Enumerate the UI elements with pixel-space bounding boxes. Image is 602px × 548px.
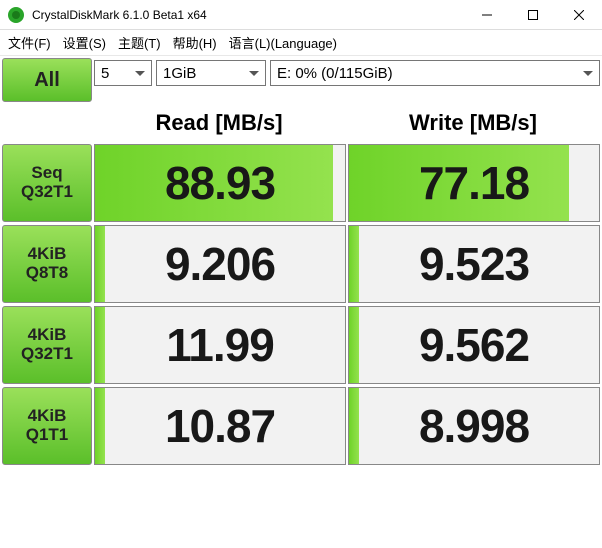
benchmark-row: 4KiBQ1T1 10.87 8.998 [2, 387, 600, 465]
test-label-1: 4KiB [28, 407, 67, 426]
write-value: 77.18 [419, 156, 529, 210]
size-select[interactable]: 1GiB [156, 60, 266, 86]
test-label-2: Q32T1 [21, 183, 73, 202]
titlebar: CrystalDiskMark 6.1.0 Beta1 x64 [0, 0, 602, 30]
read-bar [95, 388, 105, 464]
benchmark-row: 4KiBQ8T8 9.206 9.523 [2, 225, 600, 303]
read-cell: 88.93 [94, 144, 346, 222]
menu-file[interactable]: 文件(F) [8, 33, 51, 52]
content-area: All 5 1GiB E: 0% (0/115GiB) Read [MB/s] … [0, 56, 602, 470]
drive-select[interactable]: E: 0% (0/115GiB) [270, 60, 600, 86]
test-label-2: Q1T1 [26, 426, 69, 445]
window-title: CrystalDiskMark 6.1.0 Beta1 x64 [32, 8, 464, 22]
menubar: 文件(F) 设置(S) 主题(T) 帮助(H) 语言(L)(Language) [0, 30, 602, 56]
read-value: 11.99 [166, 318, 274, 372]
menu-theme[interactable]: 主题(T) [118, 33, 161, 52]
write-cell: 9.562 [348, 306, 600, 384]
app-icon [6, 5, 26, 25]
count-select[interactable]: 5 [94, 60, 152, 86]
read-bar [95, 226, 105, 302]
write-cell: 8.998 [348, 387, 600, 465]
minimize-button[interactable] [464, 0, 510, 29]
read-value: 9.206 [165, 237, 275, 291]
close-button[interactable] [556, 0, 602, 29]
write-bar [349, 226, 359, 302]
menu-settings[interactable]: 设置(S) [63, 33, 106, 52]
read-cell: 10.87 [94, 387, 346, 465]
test-button-q32t1[interactable]: SeqQ32T1 [2, 144, 92, 222]
test-button-q8t8[interactable]: 4KiBQ8T8 [2, 225, 92, 303]
test-label-1: 4KiB [28, 326, 67, 345]
write-cell: 9.523 [348, 225, 600, 303]
maximize-button[interactable] [510, 0, 556, 29]
write-bar [349, 307, 359, 383]
test-button-q1t1[interactable]: 4KiBQ1T1 [2, 387, 92, 465]
read-value: 88.93 [165, 156, 275, 210]
read-value: 10.87 [165, 399, 275, 453]
benchmark-row: SeqQ32T1 88.93 77.18 [2, 144, 600, 222]
window-buttons [464, 0, 602, 29]
write-cell: 77.18 [348, 144, 600, 222]
test-button-q32t1[interactable]: 4KiBQ32T1 [2, 306, 92, 384]
read-cell: 9.206 [94, 225, 346, 303]
write-value: 9.523 [419, 237, 529, 291]
header-write: Write [MB/s] [346, 104, 600, 144]
test-label-2: Q32T1 [21, 345, 73, 364]
menu-help[interactable]: 帮助(H) [173, 33, 217, 52]
header-read: Read [MB/s] [92, 104, 346, 144]
read-bar [95, 307, 105, 383]
write-value: 9.562 [419, 318, 529, 372]
all-button[interactable]: All [2, 58, 92, 102]
menu-language[interactable]: 语言(L)(Language) [229, 33, 337, 52]
test-label-1: Seq [31, 164, 62, 183]
write-bar [349, 388, 359, 464]
test-label-2: Q8T8 [26, 264, 69, 283]
test-label-1: 4KiB [28, 245, 67, 264]
write-value: 8.998 [419, 399, 529, 453]
read-cell: 11.99 [94, 306, 346, 384]
header-row: Read [MB/s] Write [MB/s] [2, 104, 600, 144]
benchmark-row: 4KiBQ32T1 11.99 9.562 [2, 306, 600, 384]
